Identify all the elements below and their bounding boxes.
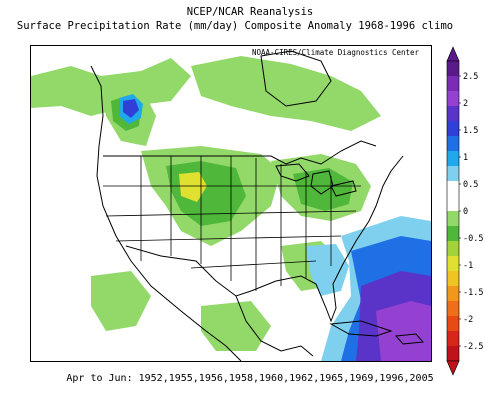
hudson-bay bbox=[260, 50, 332, 107]
colorbar-tick-label: 0 bbox=[463, 207, 468, 217]
anomaly-region-dry-core bbox=[179, 172, 207, 202]
colorbar-max-arrow bbox=[446, 46, 460, 62]
colorbar-segment bbox=[447, 106, 459, 122]
colorbar-segment bbox=[447, 166, 459, 182]
state-line bbox=[105, 210, 357, 217]
colorbar-tick-label: 1.5 bbox=[463, 126, 478, 136]
colorbar-segment bbox=[447, 121, 459, 137]
map-subtitle: Surface Precipitation Rate (mm/day) Comp… bbox=[16, 20, 454, 32]
colorbar-segment bbox=[447, 241, 459, 257]
colorbar-segment bbox=[447, 286, 459, 302]
anomaly-region-mexico bbox=[201, 301, 271, 351]
hispaniola bbox=[394, 333, 425, 345]
colorbar-tick-label: -2.5 bbox=[463, 342, 483, 352]
colorbar-segment bbox=[447, 136, 459, 152]
anomaly-region-southwest bbox=[91, 271, 151, 331]
colorbar-segment bbox=[447, 76, 459, 92]
colorbar: 2.5 2 1.5 1 0.5 0 -0.5 -1 -1.5 -2 -2.5 bbox=[445, 45, 495, 389]
colorbar-tick-label: 1 bbox=[463, 153, 468, 163]
colorbar-segment bbox=[447, 181, 459, 197]
anomaly-region-florida-wet bbox=[306, 244, 349, 296]
state-line bbox=[115, 235, 342, 242]
state-line bbox=[190, 260, 317, 269]
anomaly-region-canada-west bbox=[31, 58, 191, 116]
colorbar-segment bbox=[447, 346, 459, 362]
great-lakes bbox=[275, 163, 357, 197]
colorbar-tick-label: -1 bbox=[463, 261, 473, 271]
anomaly-region-canada-central bbox=[191, 56, 381, 131]
anomaly-region-northeast-dark bbox=[293, 168, 353, 211]
colorbar-segment bbox=[447, 91, 459, 107]
coastline-mexico bbox=[235, 295, 314, 357]
colorbar-segment bbox=[447, 301, 459, 317]
colorbar-tick-label: 0.5 bbox=[463, 180, 478, 190]
cuba bbox=[329, 320, 393, 337]
us-canada-border bbox=[103, 140, 377, 165]
composite-years: Apr to Jun: 1952,1955,1956,1958,1960,196… bbox=[66, 373, 434, 384]
colorbar-segment bbox=[447, 256, 459, 272]
anomaly-region-bc-wet-core bbox=[123, 99, 139, 118]
colorbar-segment bbox=[447, 226, 459, 242]
state-lines bbox=[103, 156, 361, 291]
colorbar-segment bbox=[447, 151, 459, 167]
colorbar-graphic: 2.5 2 1.5 1 0.5 0 -0.5 -1 -1.5 -2 -2.5 bbox=[446, 46, 483, 376]
boundaries bbox=[90, 50, 425, 361]
credit-label: NOAA-CIRES/Climate Diagnostics Center bbox=[252, 48, 420, 57]
colorbar-segment bbox=[447, 61, 459, 77]
colorbar-segment bbox=[447, 196, 459, 212]
anomaly-shading bbox=[31, 56, 431, 361]
precipitation-anomaly-map bbox=[30, 45, 432, 362]
anomaly-region-atlantic-core bbox=[376, 301, 431, 361]
coastline-west bbox=[90, 65, 242, 361]
colorbar-segment bbox=[447, 271, 459, 287]
colorbar-tick-label: -2 bbox=[463, 315, 473, 325]
colorbar-tick-label: 2 bbox=[463, 99, 468, 109]
us-mexico-border bbox=[125, 245, 252, 297]
colorbar-segment bbox=[447, 316, 459, 332]
colorbar-min-arrow bbox=[446, 360, 460, 376]
map-title: NCEP/NCAR Reanalysis bbox=[186, 6, 314, 18]
colorbar-tick-label: 2.5 bbox=[463, 72, 478, 82]
coastline-gulf bbox=[250, 155, 404, 323]
colorbar-segment bbox=[447, 331, 459, 347]
colorbar-segment bbox=[447, 211, 459, 227]
colorbar-tick-label: -0.5 bbox=[463, 234, 483, 244]
colorbar-tick-label: -1.5 bbox=[463, 288, 483, 298]
